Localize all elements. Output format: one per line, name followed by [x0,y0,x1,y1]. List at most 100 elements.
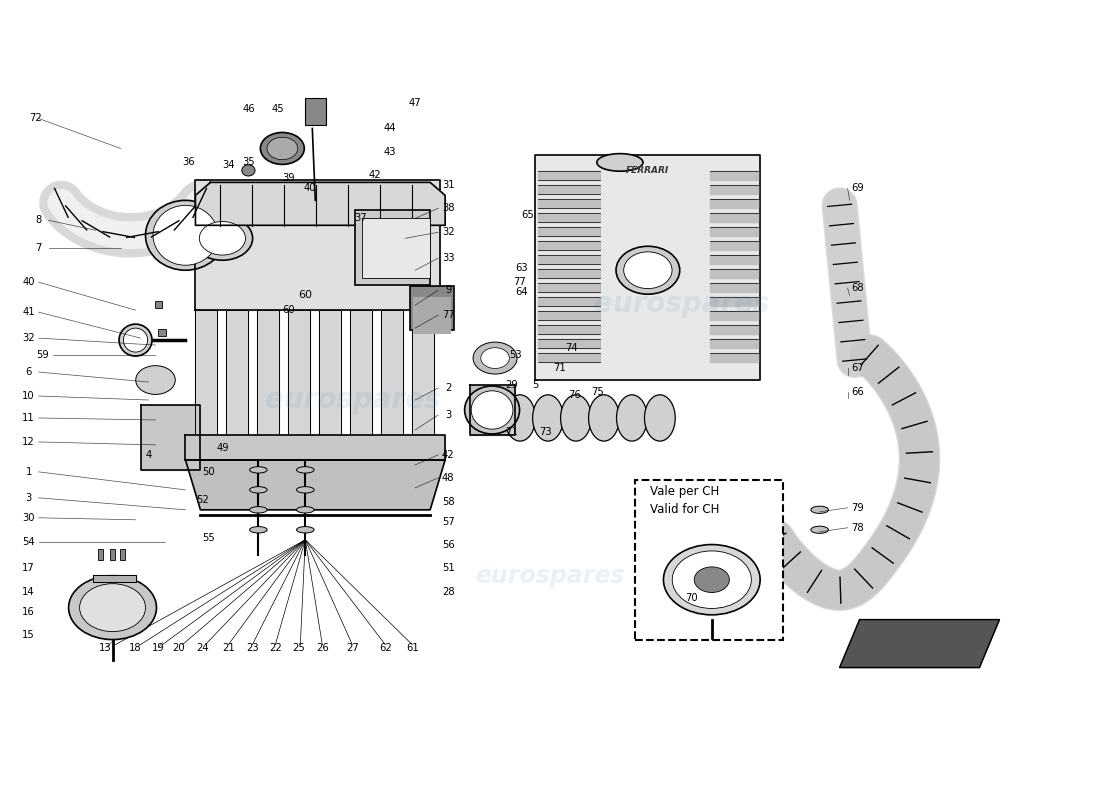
Ellipse shape [616,246,680,294]
Text: eurospares: eurospares [475,564,625,588]
Text: 77: 77 [514,278,527,287]
Text: 45: 45 [272,103,285,114]
Text: 30: 30 [22,513,35,522]
Text: 57: 57 [442,517,454,526]
FancyBboxPatch shape [362,218,430,278]
Text: 54: 54 [22,537,35,546]
Polygon shape [257,310,279,435]
Ellipse shape [597,154,644,171]
Polygon shape [538,242,600,250]
Text: 13: 13 [99,642,112,653]
Ellipse shape [505,395,536,441]
Text: 23: 23 [246,642,258,653]
Text: 67: 67 [851,363,864,373]
Bar [158,329,166,336]
Text: eurospares: eurospares [594,290,770,318]
Text: 32: 32 [22,333,35,343]
Text: FERRARI: FERRARI [626,166,670,175]
Text: 18: 18 [129,642,142,653]
Text: 3: 3 [446,410,451,420]
Circle shape [694,567,729,593]
Polygon shape [710,199,758,208]
Text: 22: 22 [270,642,282,653]
Text: 2: 2 [444,383,451,393]
Polygon shape [538,227,600,236]
Text: 60: 60 [282,305,295,315]
Polygon shape [538,255,600,264]
Polygon shape [538,199,600,208]
Polygon shape [710,186,758,194]
Ellipse shape [811,526,828,534]
Polygon shape [382,310,404,435]
Polygon shape [412,310,434,435]
Ellipse shape [616,395,647,441]
Text: 1: 1 [25,467,32,477]
Text: 37: 37 [354,214,366,223]
Polygon shape [535,155,760,380]
Polygon shape [227,310,249,435]
Polygon shape [538,339,600,348]
Text: 33: 33 [442,254,454,263]
Ellipse shape [297,466,315,473]
Bar [120,550,125,560]
Text: 40: 40 [22,278,35,287]
Text: 6: 6 [25,367,32,377]
Polygon shape [710,227,758,236]
Polygon shape [538,325,600,334]
Bar [410,286,454,330]
Polygon shape [538,283,600,292]
Bar [98,550,103,560]
Ellipse shape [250,526,267,533]
Text: 38: 38 [442,203,454,214]
Text: 10: 10 [22,391,35,401]
Text: 39: 39 [282,174,295,183]
Text: 59: 59 [36,350,50,360]
Polygon shape [710,311,758,320]
Bar [635,480,783,639]
Ellipse shape [119,324,152,356]
Polygon shape [141,405,200,470]
Text: 55: 55 [202,533,215,542]
Text: 21: 21 [222,642,234,653]
Bar [414,297,451,334]
Ellipse shape [561,395,592,441]
Ellipse shape [250,466,267,473]
Polygon shape [710,325,758,334]
FancyBboxPatch shape [355,210,430,285]
Text: 8: 8 [35,215,42,226]
Bar [306,98,327,126]
Polygon shape [470,385,515,435]
Polygon shape [196,310,218,435]
Text: 16: 16 [22,606,35,617]
Text: 68: 68 [851,283,864,293]
Polygon shape [710,297,758,306]
Polygon shape [538,270,600,278]
Bar [110,550,115,560]
Circle shape [261,133,305,165]
Text: 25: 25 [292,642,305,653]
Text: 56: 56 [442,540,454,550]
Text: 74: 74 [565,343,579,353]
Ellipse shape [811,506,828,514]
Text: 78: 78 [851,522,864,533]
Text: 40: 40 [304,183,317,194]
Circle shape [481,348,509,369]
Ellipse shape [588,395,619,441]
Polygon shape [710,242,758,250]
Ellipse shape [123,328,147,352]
Text: 42: 42 [368,170,382,180]
Ellipse shape [242,165,255,176]
Ellipse shape [663,545,760,615]
Text: 52: 52 [196,495,209,505]
Text: eurospares: eurospares [264,386,440,414]
Text: 50: 50 [202,467,215,477]
Polygon shape [186,435,446,460]
Ellipse shape [471,391,513,429]
Circle shape [135,366,175,394]
Text: 63: 63 [516,263,528,274]
Ellipse shape [153,206,218,266]
Polygon shape [186,460,446,510]
Ellipse shape [297,526,315,533]
Text: 14: 14 [22,586,35,597]
Text: 66: 66 [851,387,864,397]
